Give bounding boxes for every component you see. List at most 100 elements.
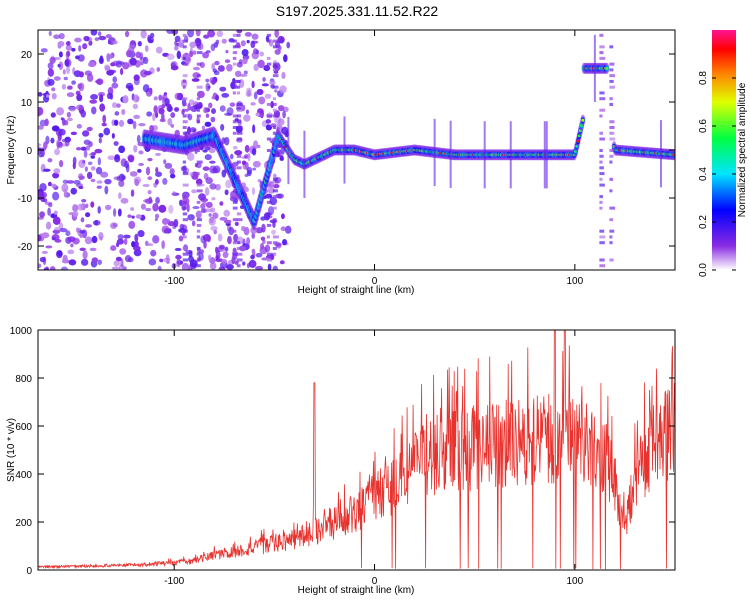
spectrogram-noise-cell (195, 210, 202, 219)
snr-y-tick-label: 400 (15, 470, 32, 481)
spectrogram-noise-cell (225, 49, 229, 54)
spectrogram-noise-cell (145, 207, 152, 212)
spectrogram-noise-cell (82, 43, 88, 50)
spectrogram-noise-cell (243, 226, 250, 236)
spectrogram-noise-cell (115, 103, 121, 108)
spectrogram-noise-cell (174, 45, 179, 51)
spectrogram-noise-cell (96, 185, 103, 189)
spectrogram-noise-cell (47, 158, 53, 163)
spectrogram-streak-cell (182, 97, 188, 101)
spectrogram-noise-cell (211, 79, 216, 85)
spectrogram-noise-cell (251, 187, 255, 195)
spectrogram-noise-cell (81, 130, 90, 137)
spectrogram-streak-cell (599, 131, 604, 135)
spectrogram-noise-cell (205, 82, 211, 92)
spectrogram-noise-cell (76, 183, 83, 188)
spectrogram-noise-cell (159, 118, 166, 123)
spectrogram-noise-cell (168, 204, 174, 214)
spectrogram-noise-cell (86, 126, 93, 132)
spectrogram-noise-cell (66, 180, 75, 184)
spectrogram-noise-cell (207, 30, 216, 38)
spectrogram-y-tick-label: -20 (18, 242, 33, 253)
spectrogram-streak-cell (232, 229, 237, 233)
spectrogram-noise-cell (221, 137, 226, 144)
spectrogram-noise-cell (127, 214, 132, 218)
spectrogram-noise-cell (224, 219, 232, 224)
spectrogram-noise-cell (152, 202, 159, 212)
spectrogram-streak-cell (599, 183, 605, 187)
spectrogram-streak-cell (599, 56, 606, 60)
spectrogram-noise-cell (155, 152, 161, 156)
spectrogram-streak-cell (266, 62, 272, 66)
spectrogram-streak-cell (232, 45, 237, 49)
spectrogram-noise-cell (121, 175, 126, 181)
spectrogram-noise-cell (77, 83, 83, 90)
spectrogram-noise-cell (130, 189, 135, 197)
spectrogram-streak-cell (272, 62, 277, 66)
spectrogram-noise-cell (133, 114, 141, 119)
spectrogram-noise-cell (132, 120, 137, 130)
spectrogram-noise-cell (251, 248, 256, 254)
spectrogram-noise-cell (118, 119, 125, 127)
spectrogram-noise-cell (219, 86, 227, 92)
spectrogram-noise-cell (53, 34, 61, 40)
spectrogram-noise-cell (138, 150, 144, 155)
spectrogram-noise-cell (104, 178, 112, 185)
spectrogram-noise-cell (191, 220, 196, 227)
spectrogram-noise-cell (204, 121, 212, 127)
spectrogram-streak-cell (609, 62, 615, 66)
spectrogram-noise-cell (218, 244, 225, 250)
spectrogram-noise-cell (187, 266, 192, 270)
spectrogram-noise-cell (271, 229, 276, 235)
spectrogram-streak-cell (609, 102, 614, 106)
spectrogram-noise-cell (61, 138, 68, 143)
spectrogram-noise-cell (250, 254, 255, 260)
spectrogram-noise-cell (204, 187, 210, 196)
spectrogram-noise-cell (144, 45, 149, 52)
spectrogram-noise-cell (65, 230, 71, 237)
colorbar-label: Normalized spectral amplitude (737, 82, 748, 217)
spectrogram-noise-cell (110, 222, 117, 229)
spectrogram-noise-cell (97, 31, 102, 37)
spectrogram-noise-cell (71, 80, 76, 85)
spectrogram-noise-cell (142, 84, 150, 93)
spectrogram-streak-cell (232, 126, 239, 129)
spectrogram-noise-cell (224, 246, 229, 252)
spectrogram-noise-cell (255, 112, 260, 117)
spectrogram-y-tick-label: 0 (26, 146, 32, 157)
snr-series-line (38, 330, 675, 570)
spectrogram-noise-cell (281, 213, 285, 220)
spectrogram-noise-cell (209, 183, 217, 190)
spectrogram-noise-cell (96, 180, 103, 184)
spectrogram-noise-cell (95, 166, 103, 175)
spectrogram-noise-cell (66, 50, 71, 57)
spectrogram-noise-cell (147, 157, 153, 162)
spectrogram-spike (593, 34, 596, 102)
spectrogram-noise-cell (174, 247, 182, 252)
spectrogram-noise-cell (52, 191, 60, 201)
spectrogram-streak-cell (232, 195, 239, 199)
spectrogram-streak-cell (272, 235, 279, 239)
spectrogram-noise-cell (140, 30, 147, 39)
spectrogram-noise-cell (257, 108, 264, 115)
spectrogram-noise-cell (166, 30, 174, 34)
spectrogram-noise-cell (129, 171, 138, 177)
spectrogram-noise-cell (91, 257, 99, 264)
spectrogram-streak-cell (182, 79, 186, 83)
spectrogram-noise-cell (234, 260, 239, 265)
spectrogram-streak-cell (182, 126, 187, 129)
spectrogram-streak-cell (272, 39, 279, 43)
spectrogram-streak-cell (196, 149, 201, 153)
spectrogram-noise-cell (241, 57, 248, 65)
spectrogram-noise-cell (147, 176, 153, 181)
spectrogram-noise-cell (97, 259, 102, 265)
spectrogram-streak-cell (182, 212, 188, 216)
spectrogram-noise-cell (126, 49, 132, 58)
spectrogram-noise-cell (118, 145, 126, 154)
spectrogram-noise-cell (135, 51, 142, 59)
spectrogram-noise-cell (170, 112, 176, 118)
spectrogram-noise-cell (66, 92, 75, 98)
spectrogram-streak-cell (232, 131, 237, 135)
snr-y-label: SNR (10 * v/v) (6, 418, 17, 482)
